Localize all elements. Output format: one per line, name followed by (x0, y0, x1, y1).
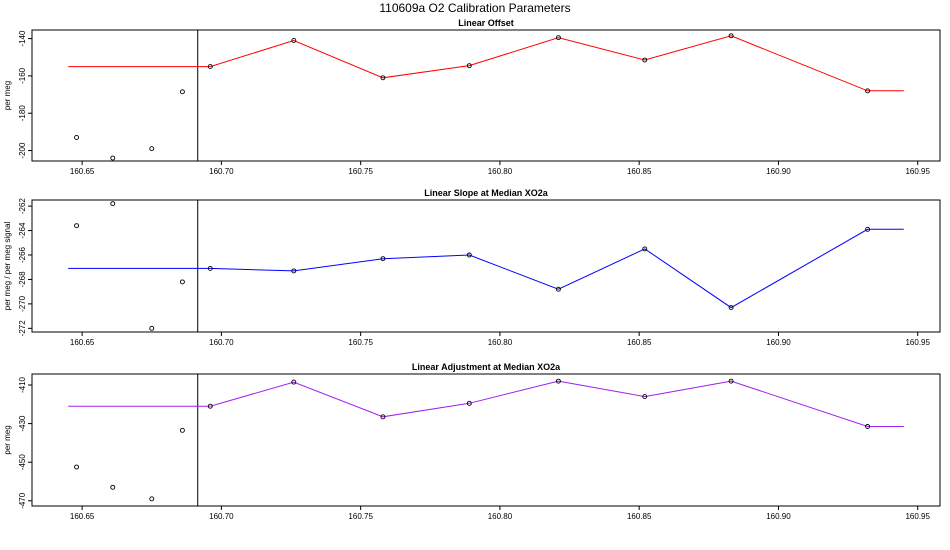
figure-title: 110609a O2 Calibration Parameters (379, 1, 570, 15)
x-tick-label: 160.65 (70, 167, 95, 176)
data-point (642, 394, 648, 400)
x-tick-label: 160.70 (209, 512, 234, 521)
y-tick-label: -470 (18, 492, 27, 509)
data-point (466, 63, 472, 69)
data-point (291, 38, 297, 43)
panel-title: Linear Slope at Median XO2a (424, 188, 549, 198)
y-tick-label: -270 (18, 295, 27, 312)
series-line (68, 35, 904, 92)
panel-3: Linear Adjustment at Median XO2a per meg 1… (3, 362, 941, 521)
data-point (291, 268, 297, 274)
x-tick-label: 160.65 (70, 512, 95, 521)
x-tick-label: 160.85 (627, 512, 652, 521)
y-tick-label: -200 (18, 142, 27, 159)
y-tick-label: -180 (18, 105, 27, 122)
scatter-point (74, 464, 80, 470)
data-point (865, 424, 871, 429)
data-point (728, 378, 734, 384)
x-tick-label: 160.85 (627, 167, 652, 176)
scatter-point (179, 279, 185, 285)
y-tick-label: -264 (18, 222, 27, 239)
x-tick-label: 160.80 (488, 167, 513, 176)
panel-2: Linear Slope at Median XO2a per meg / per… (3, 188, 941, 347)
x-tick-label: 160.80 (488, 338, 513, 347)
x-tick-label: 160.75 (348, 167, 373, 176)
scatter-point (149, 496, 155, 502)
x-tick-label: 160.70 (209, 338, 234, 347)
y-tick-label: -450 (18, 454, 27, 471)
data-point (555, 35, 561, 41)
x-tick-label: 160.75 (348, 338, 373, 347)
y-axis-label: per meg / per meg signal (3, 222, 12, 311)
x-tick-label: 160.65 (70, 338, 95, 347)
data-point (865, 88, 871, 94)
data-point (207, 64, 213, 70)
data-point (555, 286, 561, 292)
x-tick-label: 160.85 (627, 338, 652, 347)
data-point (728, 33, 734, 39)
panel-1: Linear Offset per meg 160.65 160.70 160.75 16… (3, 18, 941, 176)
y-tick-label: -268 (18, 271, 27, 288)
scatter-point (74, 223, 80, 229)
data-point (207, 403, 213, 409)
data-point (380, 256, 386, 262)
data-point (642, 57, 648, 63)
scatter-point (179, 89, 185, 95)
plot-frame (31, 373, 941, 507)
data-point (291, 379, 297, 385)
y-tick-label: -266 (18, 246, 27, 263)
y-tick-label: -272 (18, 320, 27, 337)
y-tick-label: -160 (18, 67, 27, 84)
x-tick-label: 160.95 (905, 167, 930, 176)
data-point (380, 414, 386, 420)
data-point (555, 378, 561, 384)
panels-group: Linear Offset per meg 160.65 160.70 160.75 16… (3, 18, 941, 521)
plot-frame (31, 199, 941, 333)
data-point (728, 305, 734, 311)
scatter-point (149, 325, 155, 331)
scatter-point (110, 155, 116, 161)
y-tick-label: -430 (18, 415, 27, 432)
x-tick-label: 160.95 (905, 338, 930, 347)
scatter-point (110, 484, 116, 490)
panel-title: Linear Adjustment at Median XO2a (412, 362, 561, 372)
panel-title: Linear Offset (458, 18, 514, 28)
data-point (466, 400, 472, 406)
scatter-point (149, 146, 155, 152)
scatter-point (179, 427, 185, 433)
data-point (642, 246, 648, 252)
scatter-point (74, 135, 80, 140)
x-tick-label: 160.90 (766, 512, 791, 521)
data-point (207, 265, 213, 271)
scatter-point (110, 201, 116, 207)
y-tick-label: -410 (18, 376, 27, 393)
data-point (380, 75, 386, 81)
x-tick-label: 160.70 (209, 167, 234, 176)
y-axis-label: per meg (3, 425, 12, 454)
x-tick-label: 160.80 (488, 512, 513, 521)
plot-frame (31, 29, 941, 162)
data-point (865, 226, 871, 232)
x-tick-label: 160.90 (766, 167, 791, 176)
y-tick-label: -140 (18, 30, 27, 47)
series-line (68, 228, 904, 309)
x-tick-label: 160.75 (348, 512, 373, 521)
y-tick-label: -262 (18, 198, 27, 215)
x-tick-label: 160.90 (766, 338, 791, 347)
data-point (466, 252, 472, 258)
x-tick-label: 160.95 (905, 512, 930, 521)
series-line (68, 380, 904, 427)
y-axis-label: per meg (3, 81, 12, 110)
